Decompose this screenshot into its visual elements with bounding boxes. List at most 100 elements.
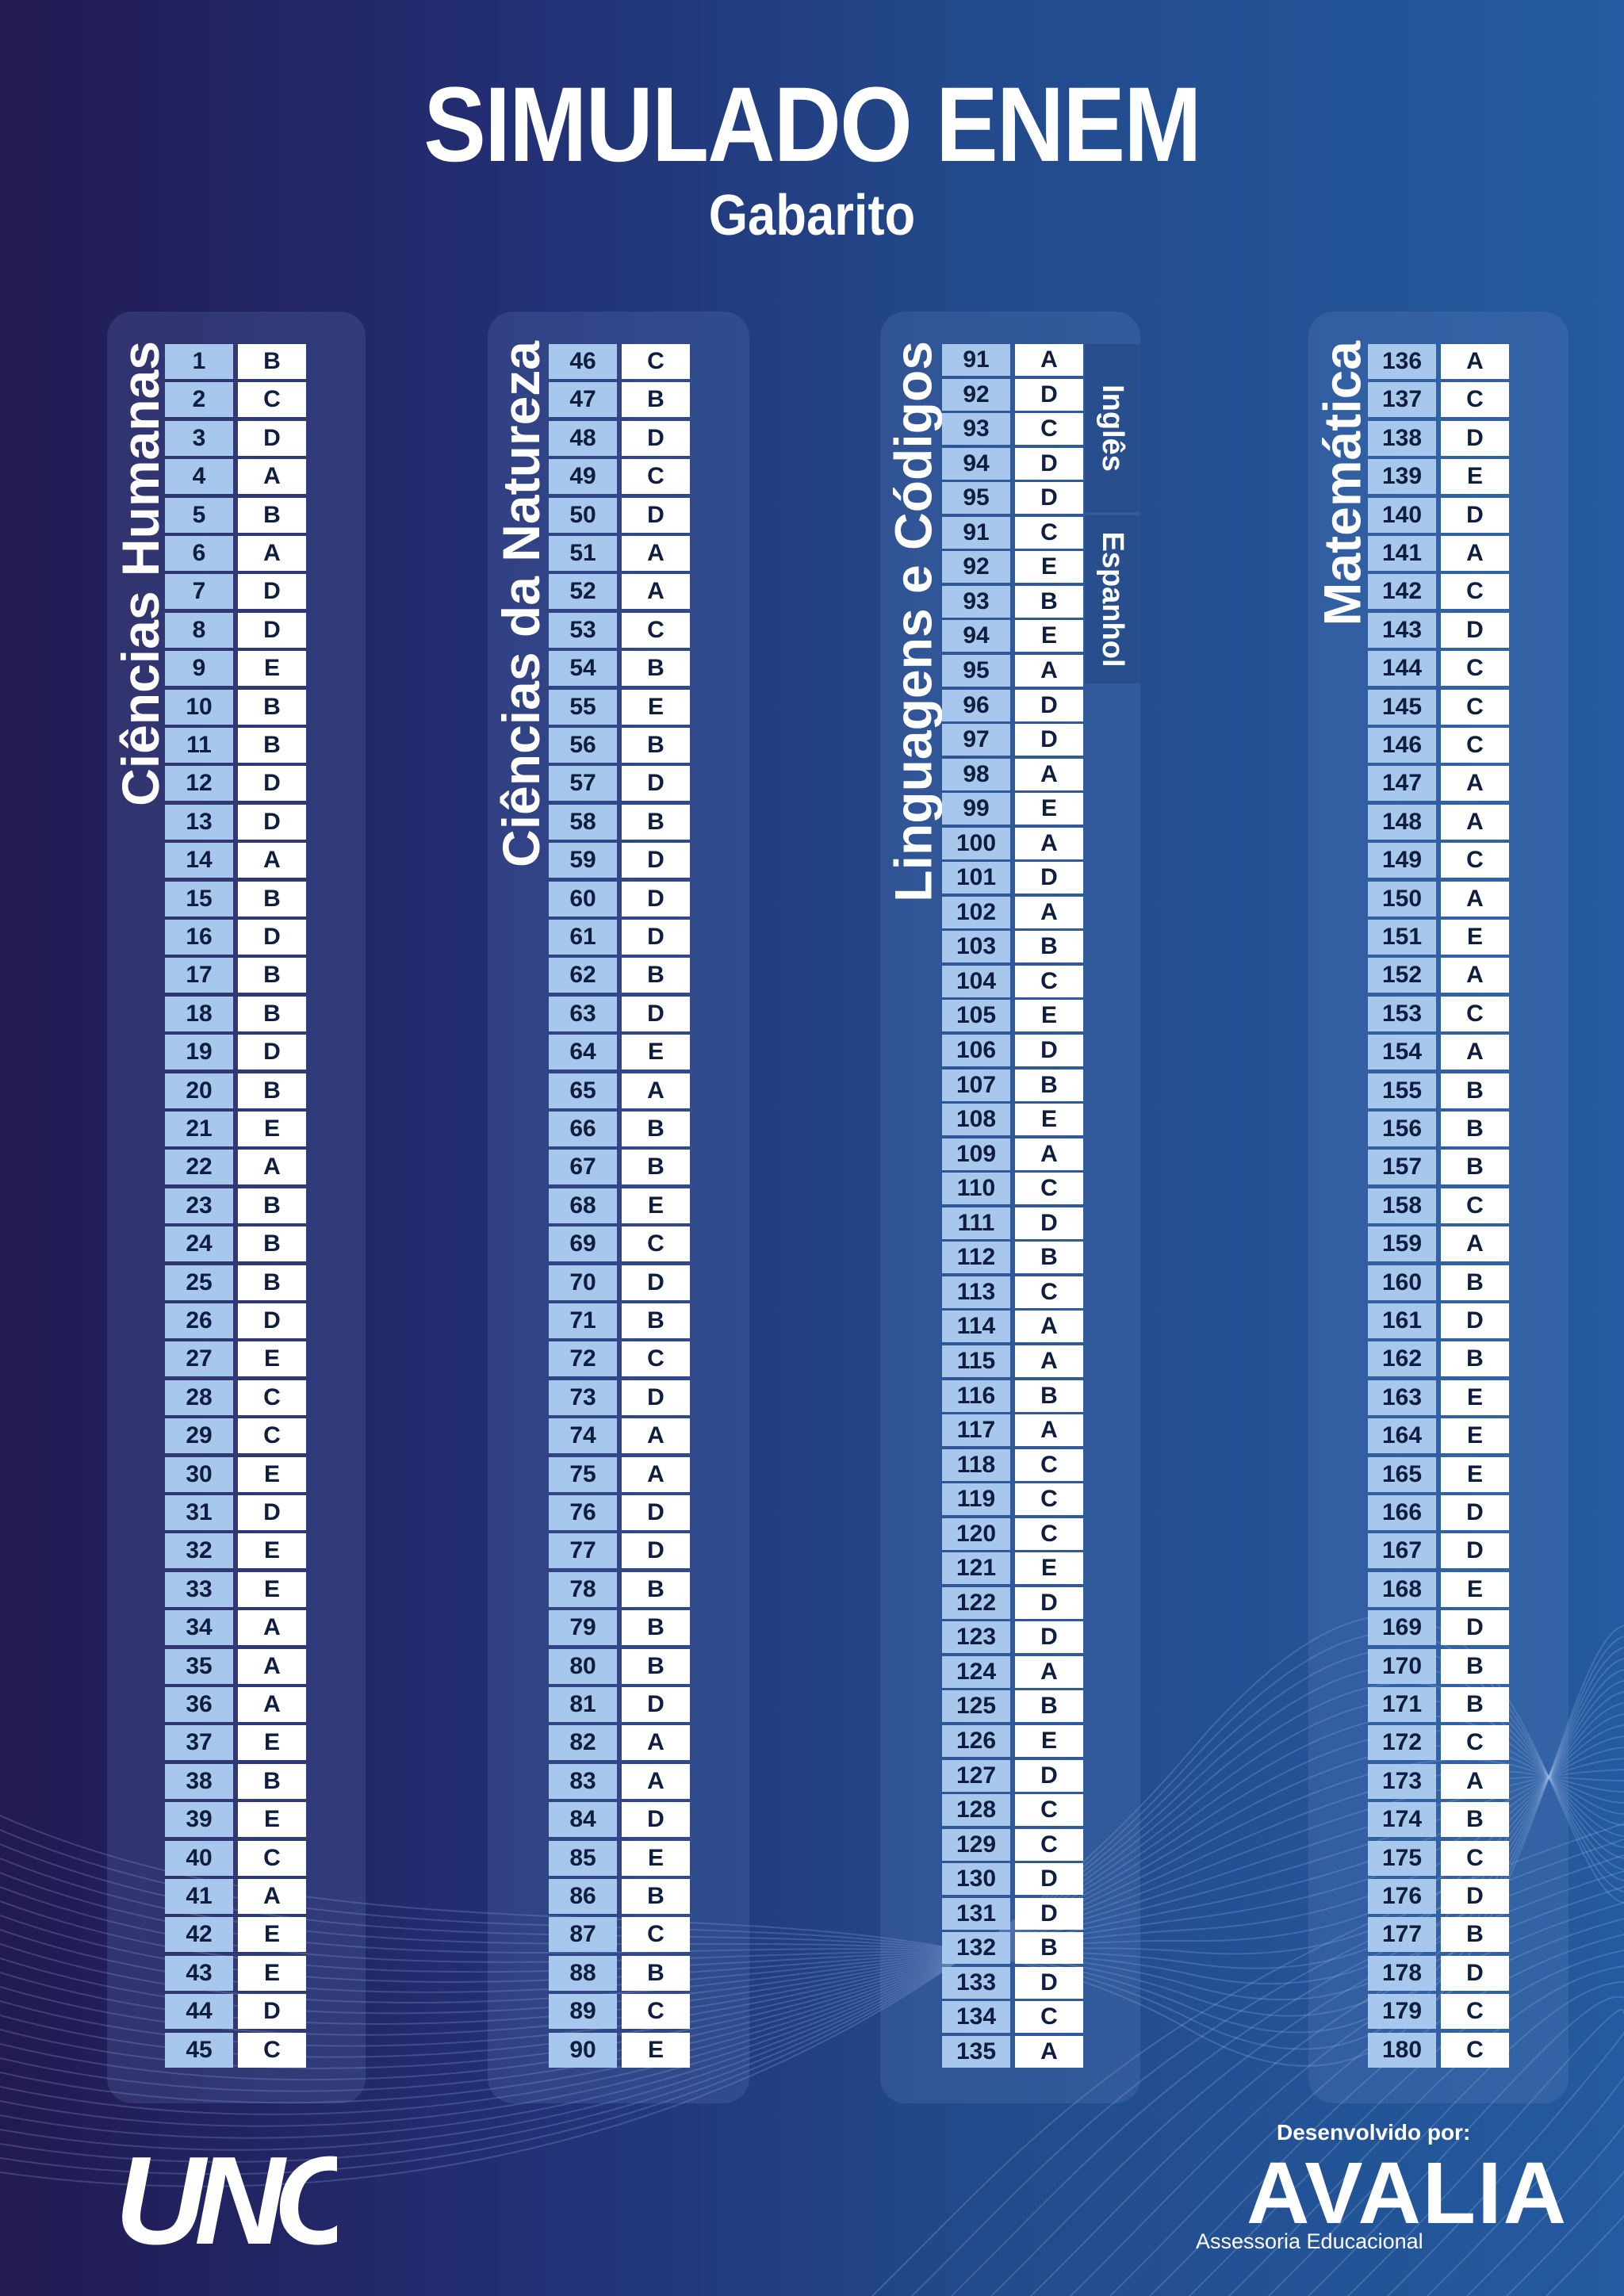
question-number: 151 [1368,920,1436,955]
question-number: 69 [549,1226,617,1261]
question-number: 156 [1368,1112,1436,1146]
answer-letter: A [238,1687,306,1722]
question-number: 74 [549,1418,617,1453]
answer-letter: B [1015,1690,1083,1722]
question-number: 49 [549,459,617,494]
question-number: 50 [549,498,617,533]
question-number: 116 [942,1380,1010,1412]
answer-letter: C [1441,843,1509,878]
question-number: 7 [165,574,233,609]
question-number: 36 [165,1687,233,1722]
answer-letter: A [238,459,306,494]
answer-letter: E [1015,620,1083,652]
answer-letter: E [238,651,306,686]
answer-letter: B [1015,1242,1083,1273]
question-number: 170 [1368,1649,1436,1684]
question-number: 81 [549,1687,617,1722]
answer-letter: C [622,1917,690,1952]
question-number: 102 [942,897,1010,928]
answer-letter: D [238,574,306,609]
question-number: 15 [165,882,233,916]
question-number: 93 [942,413,1010,445]
question-number: 9 [165,651,233,686]
answer-letter: D [622,1687,690,1722]
question-number: 100 [942,828,1010,859]
question-number: 115 [942,1345,1010,1377]
answer-letter: A [1015,1311,1083,1342]
answer-letter: E [1015,793,1083,825]
answer-letter: E [1441,459,1509,494]
question-number: 140 [1368,498,1436,533]
answer-letter: A [1015,1656,1083,1688]
question-number: 64 [549,1035,617,1070]
question-number: 121 [942,1552,1010,1584]
question-number: 42 [165,1917,233,1952]
question-number: 157 [1368,1150,1436,1184]
question-number: 142 [1368,574,1436,609]
question-number: 89 [549,1994,617,2029]
question-number: 95 [942,655,1010,687]
question-number: 139 [1368,459,1436,494]
answer-letter: B [622,1956,690,1991]
answer-letter: C [1015,1794,1083,1826]
question-number: 154 [1368,1035,1436,1070]
answer-letter: C [1441,2033,1509,2068]
answer-letter: B [1441,1687,1509,1722]
answer-letter: C [1441,1841,1509,1876]
question-number: 3 [165,421,233,456]
answer-letter: D [1441,1533,1509,1568]
panel-ciencias-natureza [488,312,749,2103]
question-number: 97 [942,724,1010,756]
answer-letter: E [622,1841,690,1876]
answer-letter: E [622,690,690,725]
question-number: 166 [1368,1495,1436,1530]
question-number: 162 [1368,1341,1436,1376]
english-tag: Inglês [1085,344,1140,512]
developed-by-text: Desenvolvido por: [1277,2120,1471,2145]
question-number: 84 [549,1802,617,1837]
question-number: 17 [165,958,233,993]
answer-letter: C [1441,651,1509,686]
question-number: 173 [1368,1764,1436,1799]
answer-letter: E [238,1956,306,1991]
question-number: 54 [549,651,617,686]
answer-letter: D [622,1533,690,1568]
question-number: 101 [942,862,1010,894]
answer-letter: E [622,1035,690,1070]
answer-letter: C [238,2033,306,2068]
question-number: 171 [1368,1687,1436,1722]
answer-letter: A [238,1649,306,1684]
answer-letter: A [1441,882,1509,916]
answer-letter: C [1441,728,1509,763]
question-number: 13 [165,805,233,840]
answer-letter: D [622,882,690,916]
answer-letter: D [1015,724,1083,756]
question-number: 86 [549,1879,617,1914]
question-number: 24 [165,1226,233,1261]
answer-letter: D [622,997,690,1031]
section-label-humanas: Ciências Humanas [111,341,170,806]
question-number: 10 [165,690,233,725]
answer-letter: B [1441,1649,1509,1684]
answer-letter: A [1015,655,1083,687]
question-number: 160 [1368,1265,1436,1300]
question-number: 85 [549,1841,617,1876]
question-number: 94 [942,448,1010,480]
answer-letter: A [1015,344,1083,376]
question-number: 73 [549,1380,617,1415]
answer-letter: C [622,459,690,494]
answer-letter: E [1015,1104,1083,1135]
question-number: 127 [942,1760,1010,1792]
question-number: 12 [165,766,233,801]
question-number: 21 [165,1112,233,1146]
answer-letter: D [1015,379,1083,411]
question-number: 145 [1368,690,1436,725]
page-title: SIMULADO ENEM [423,66,1201,184]
answer-letter: C [1015,2001,1083,2033]
answer-letter: B [1015,1932,1083,1964]
question-number: 155 [1368,1073,1436,1108]
uno-logo-text: UNO [115,2142,337,2253]
question-number: 110 [942,1173,1010,1204]
answer-letter: A [622,536,690,571]
question-number: 176 [1368,1879,1436,1914]
